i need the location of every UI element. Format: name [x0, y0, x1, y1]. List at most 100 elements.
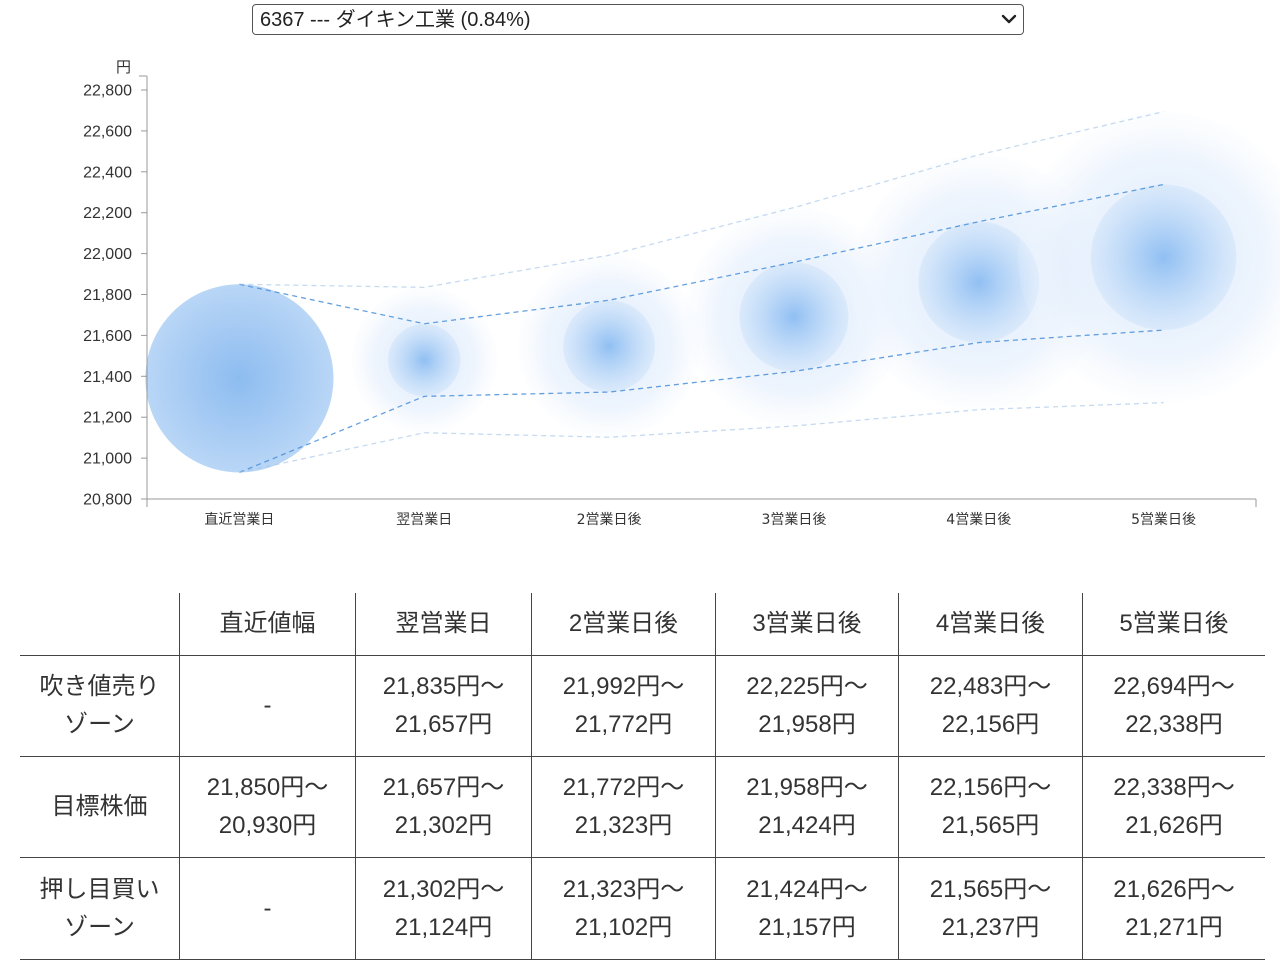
column-header: 2営業日後: [531, 593, 716, 656]
y-tick-label: 21,600: [83, 328, 132, 345]
y-tick-label: 20,800: [83, 492, 132, 509]
cell-text: 20,930円: [218, 812, 317, 839]
row-label: 吹き値売り ゾーン: [20, 655, 180, 757]
price-cell: 21,302円〜 21,124円: [355, 857, 532, 960]
stock-select-value: 6367 --- ダイキン工業 (0.84%): [260, 9, 531, 31]
cell-text: 21,958円: [758, 711, 856, 738]
x-tick-label: 翌営業日: [396, 512, 452, 528]
line-target-high: [239, 183, 1164, 325]
x-tick-label: 2営業日後: [577, 512, 642, 528]
cell-text: 押し目買い: [39, 875, 160, 903]
cell-text: 4営業日後: [935, 610, 1046, 637]
y-tick-label: 21,400: [83, 369, 132, 386]
cell-text: 21,958円〜: [746, 774, 868, 801]
x-tick-label: 直近営業日: [204, 511, 274, 528]
bubble-target-3: [739, 262, 849, 372]
bubble-target-4: [918, 221, 1040, 343]
cell-text: -: [263, 692, 272, 719]
cell-text: 22,338円: [1125, 711, 1223, 738]
price-cell: 21,992円〜 21,772円: [531, 655, 716, 757]
cell-text: 目標株価: [51, 793, 148, 820]
price-cell: -: [179, 857, 356, 960]
cell-text: 22,156円: [941, 711, 1040, 738]
cell-text: ゾーン: [64, 913, 135, 941]
cell-text: 21,835円〜: [382, 673, 505, 700]
cell-text: 21,302円: [394, 812, 493, 839]
cell-text: 3営業日後: [752, 610, 862, 637]
cell-text: 21,237円: [941, 913, 1040, 941]
cell-text: 21,424円〜: [746, 875, 868, 903]
x-tick-label: 5営業日後: [1131, 512, 1196, 528]
price-cell: 21,626円〜 21,271円: [1082, 857, 1265, 960]
y-tick-label: 21,200: [83, 410, 132, 427]
bubble-target-2: [563, 300, 655, 393]
cell-text: ゾーン: [64, 711, 135, 738]
table-row: 吹き値売り ゾーン -21,835円〜 21,657円 21,992円〜 21,772円 2…: [20, 655, 1265, 757]
cell-text: 21,626円: [1125, 812, 1223, 839]
column-header: 4営業日後: [898, 593, 1083, 656]
cell-text: 21,657円: [394, 711, 493, 738]
cell-text: 21,626円〜: [1113, 875, 1235, 903]
cell-text: 21,157円: [758, 913, 856, 941]
y-tick-label: 21,000: [83, 451, 132, 468]
cell-text: 22,694円〜: [1113, 673, 1235, 700]
bubble-target-0: [145, 284, 334, 473]
cell-text: 2営業日後: [568, 610, 679, 637]
cell-text: 21,565円〜: [929, 875, 1052, 903]
cell-text: -: [263, 894, 272, 922]
y-axis-unit: 円: [116, 58, 131, 76]
y-tick-label: 22,200: [83, 205, 132, 222]
cell-text: 22,338円〜: [1113, 774, 1235, 801]
price-cell: 21,835円〜 21,657円: [355, 655, 532, 757]
y-tick-label: 22,400: [83, 164, 132, 181]
chevron-down-icon: [1001, 14, 1017, 24]
cell-text: 21,657円〜: [382, 774, 505, 801]
cell-text: 21,772円〜: [562, 774, 685, 801]
y-tick-label: 21,800: [83, 287, 132, 304]
column-header: [20, 593, 180, 656]
row-label: 目標株価: [20, 756, 180, 858]
price-cell: 21,958円〜 21,424円: [715, 756, 899, 858]
price-cell: 22,225円〜 21,958円: [715, 655, 899, 757]
forecast-chart: 円 20,800 21,000 21,200 21,400 21,600 21,800 22,…: [83, 58, 1280, 528]
table-row: 目標株価 21,850円〜 20,930円 21,657円〜 21,302円 21,772…: [20, 756, 1265, 858]
cell-text: 21,772円: [574, 711, 673, 738]
cell-text: 22,225円〜: [746, 673, 868, 700]
cell-text: 21,271円: [1125, 913, 1223, 941]
cell-text: 吹き値売り: [39, 673, 160, 700]
price-zone-table: 直近値幅 翌営業日 2営業日後 3営業日後 4営業日後 5営業日後吹き値売りゾーン - 21,…: [20, 593, 1265, 960]
cell-text: 22,483円〜: [929, 673, 1052, 700]
cell-text: 21,424円: [758, 812, 856, 839]
price-cell: 22,156円〜 21,565円: [898, 756, 1083, 858]
cell-text: 翌営業日: [395, 610, 492, 637]
cell-text: 直近値幅: [219, 610, 316, 637]
table-header-row: 直近値幅 翌営業日 2営業日後 3営業日後 4営業日後 5営業日後: [20, 593, 1265, 656]
cell-text: 21,992円〜: [562, 673, 685, 700]
price-cell: 21,424円〜 21,157円: [715, 857, 899, 960]
line-zone-high: [239, 111, 1164, 288]
column-header: 3営業日後: [715, 593, 899, 656]
table-row: 押し目買い ゾーン -21,302円〜 21,124円 21,323円〜 21,102円 2…: [20, 857, 1265, 960]
cell-text: 21,102円: [574, 913, 673, 941]
y-tick-label: 22,000: [83, 246, 132, 263]
price-cell: 22,694円〜 22,338円: [1082, 655, 1265, 757]
cell-text: 21,565円: [941, 812, 1040, 839]
price-cell: -: [179, 655, 356, 757]
line-target-low: [239, 329, 1164, 474]
price-cell: 22,483円〜 22,156円: [898, 655, 1083, 757]
price-cell: 21,772円〜 21,323円: [531, 756, 716, 858]
line-zone-low: [239, 402, 1164, 474]
column-header: 直近値幅: [179, 593, 356, 656]
price-cell: 22,338円〜 21,626円: [1082, 756, 1265, 858]
cell-text: 21,124円: [394, 913, 493, 941]
price-cell: 21,565円〜 21,237円: [898, 857, 1083, 960]
cell-text: 21,323円: [574, 812, 673, 839]
stock-select[interactable]: 6367 --- ダイキン工業 (0.84%): [252, 4, 1024, 35]
column-header: 翌営業日: [355, 593, 532, 656]
price-cell: 21,850円〜 20,930円: [179, 756, 356, 858]
y-tick-label: 22,600: [83, 123, 132, 140]
cell-text: 21,323円〜: [562, 875, 685, 903]
price-cell: 21,323円〜 21,102円: [531, 857, 716, 960]
column-header: 5営業日後: [1082, 593, 1265, 656]
cell-text: 22,156円〜: [929, 774, 1052, 801]
